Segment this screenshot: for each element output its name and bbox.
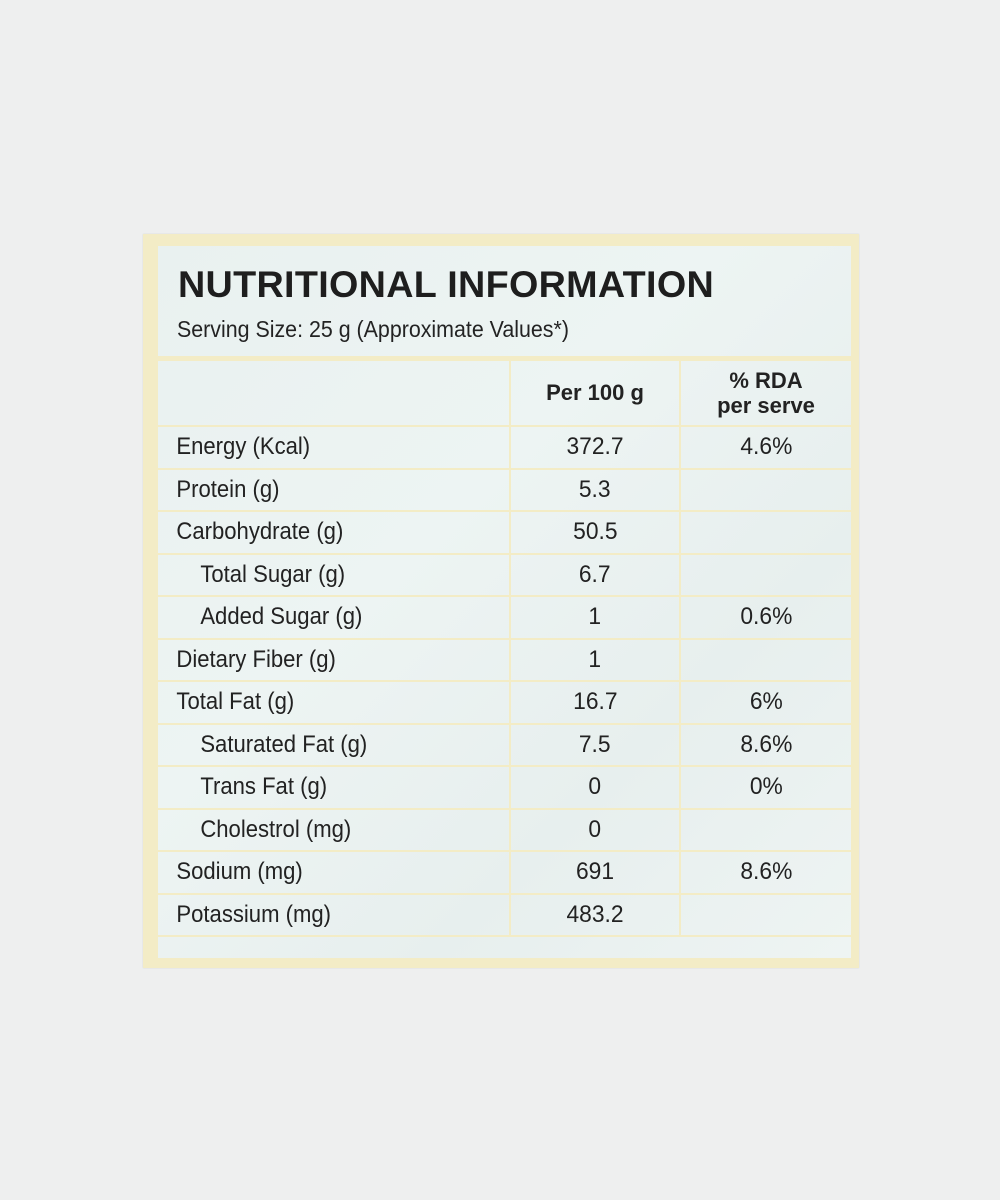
per-100g-cell: 0	[509, 807, 680, 852]
per-100g-cell: 6.7	[509, 552, 680, 597]
nutrient-cell: Total Fat (g)	[158, 680, 510, 725]
table-header-row: Per 100 g % RDA per serve	[158, 359, 851, 427]
nutrient-cell: Sodium (mg)	[158, 850, 510, 895]
per-100g-value: 7.5	[579, 730, 611, 758]
table-row: Total Sugar (g) 6.7	[158, 552, 851, 597]
rda-cell	[679, 892, 851, 937]
per-100g-value: 6.7	[579, 560, 611, 588]
table-row: Protein (g) 5.3	[158, 467, 851, 512]
rda-value: 4.6%	[740, 433, 792, 461]
per-100g-cell: 5.3	[509, 467, 680, 512]
per-100g-cell: 1	[509, 595, 680, 640]
nutrient-cell: Potassium (mg)	[158, 892, 510, 937]
rda-cell	[679, 807, 851, 852]
nutrition-table: Per 100 g % RDA per serve Energy (Kcal) 3…	[158, 359, 851, 937]
per-100g-value: 1	[588, 645, 602, 673]
nutrient-name: Trans Fat (g)	[200, 773, 328, 801]
per-100g-cell: 691	[509, 850, 680, 895]
per-100g-value: 372.7	[566, 433, 624, 461]
per-100g-value: 50.5	[572, 518, 618, 546]
nutrient-name: Energy (Kcal)	[176, 433, 311, 461]
serving-size: Serving Size: 25 g (Approximate Values*)	[177, 316, 569, 342]
nutrient-name: Potassium (mg)	[176, 900, 332, 928]
per-100g-cell: 16.7	[509, 680, 680, 725]
table-row: Carbohydrate (g) 50.5	[158, 510, 851, 555]
rda-cell: 8.6%	[679, 722, 851, 767]
nutrient-name: Saturated Fat (g)	[200, 730, 368, 758]
table-row: Potassium (mg) 483.2	[158, 892, 851, 937]
per-100g-cell: 372.7	[509, 425, 680, 470]
rda-header-line1: % RDA	[729, 367, 803, 393]
rda-value: 8.6%	[740, 858, 792, 886]
rda-cell	[679, 637, 851, 682]
table-row: Energy (Kcal) 372.7 4.6%	[158, 425, 851, 470]
nutrient-cell: Total Sugar (g)	[158, 552, 510, 597]
rda-header-text: % RDA per serve	[717, 368, 815, 418]
nutrient-name: Total Sugar (g)	[200, 560, 346, 588]
table-row: Trans Fat (g) 0 0%	[158, 765, 851, 810]
per-100g-cell: 0	[509, 765, 680, 810]
per-100g-value: 0	[588, 773, 602, 801]
per-100g-cell: 1	[509, 637, 680, 682]
nutrition-label-panel: NUTRITIONAL INFORMATION Serving Size: 25…	[158, 246, 851, 958]
per-100g-cell: 50.5	[509, 510, 680, 555]
nutrient-name: Carbohydrate (g)	[176, 518, 344, 546]
nutrient-name: Cholestrol (mg)	[200, 815, 352, 843]
per-100g-value: 16.7	[572, 688, 618, 716]
nutrient-cell: Trans Fat (g)	[158, 765, 510, 810]
nutrient-cell: Dietary Fiber (g)	[158, 637, 510, 682]
per-100g-value: 0	[588, 815, 602, 843]
rda-cell: 0%	[679, 765, 851, 810]
per-100g-value: 691	[575, 858, 615, 886]
table-row: Cholestrol (mg) 0	[158, 807, 851, 852]
nutrient-name: Sodium (mg)	[176, 858, 303, 886]
per-100g-cell: 7.5	[509, 722, 680, 767]
per-100g-value: 5.3	[579, 475, 611, 503]
nutrient-name: Total Fat (g)	[176, 688, 295, 716]
table-row: Sodium (mg) 691 8.6%	[158, 850, 851, 895]
nutrition-label: NUTRITIONAL INFORMATION Serving Size: 25…	[143, 234, 859, 968]
rda-value: 0.6%	[740, 603, 792, 631]
rda-cell: 6%	[679, 680, 851, 725]
nutrient-cell: Protein (g)	[158, 467, 510, 512]
nutrient-name: Dietary Fiber (g)	[176, 645, 336, 673]
rda-header-line2: per serve	[717, 392, 815, 418]
nutrient-cell: Energy (Kcal)	[158, 425, 510, 470]
table-row: Added Sugar (g) 1 0.6%	[158, 595, 851, 640]
per-100g-column-header: Per 100 g	[509, 359, 680, 427]
rda-cell	[679, 552, 851, 597]
per-100g-value: 483.2	[566, 900, 624, 928]
nutrient-column-header	[158, 359, 510, 427]
nutrient-name: Added Sugar (g)	[200, 603, 363, 631]
nutrient-cell: Saturated Fat (g)	[158, 722, 510, 767]
nutrition-table-body: Energy (Kcal) 372.7 4.6% Protein (g) 5.3 Carb…	[158, 425, 851, 937]
table-row: Total Fat (g) 16.7 6%	[158, 680, 851, 725]
nutrient-cell: Carbohydrate (g)	[158, 510, 510, 555]
header-divider	[158, 356, 851, 359]
rda-cell: 0.6%	[679, 595, 851, 640]
table-row: Saturated Fat (g) 7.5 8.6%	[158, 722, 851, 767]
rda-column-header: % RDA per serve	[679, 359, 851, 427]
per-100g-header-text: Per 100 g	[546, 380, 644, 405]
per-100g-cell: 483.2	[509, 892, 680, 937]
rda-cell	[679, 467, 851, 512]
rda-value: 0%	[749, 773, 783, 801]
nutrient-cell: Added Sugar (g)	[158, 595, 510, 640]
rda-cell: 4.6%	[679, 425, 851, 470]
rda-cell	[679, 510, 851, 555]
nutrient-name: Protein (g)	[176, 475, 280, 503]
label-title: NUTRITIONAL INFORMATION	[178, 264, 715, 305]
rda-value: 8.6%	[740, 730, 792, 758]
rda-value: 6%	[749, 688, 783, 716]
nutrient-cell: Cholestrol (mg)	[158, 807, 510, 852]
table-row: Dietary Fiber (g) 1	[158, 637, 851, 682]
rda-cell: 8.6%	[679, 850, 851, 895]
per-100g-value: 1	[588, 603, 602, 631]
